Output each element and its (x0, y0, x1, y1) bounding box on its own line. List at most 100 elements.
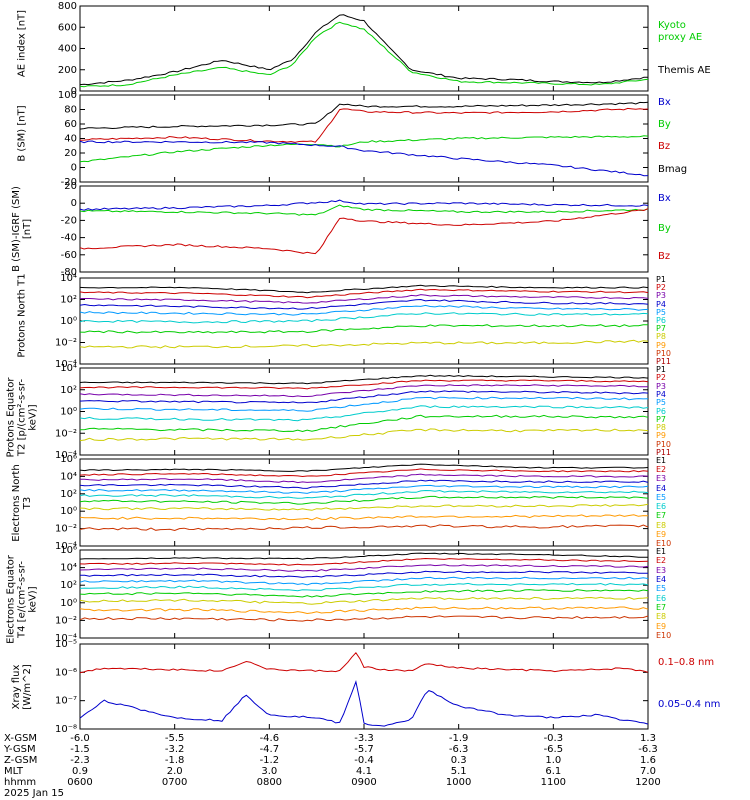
bsm-ytick-label: 40 (64, 134, 77, 145)
ee-legend-e5: E5 (656, 584, 667, 594)
footer-x-5: -0.3 (543, 733, 564, 744)
pn-series-p3 (79, 294, 649, 304)
ae-series-themis-ae (79, 14, 649, 86)
ee-ytick-label: 10⁴ (60, 563, 77, 574)
pn-series-p5 (79, 304, 649, 316)
pn-ytick-label: 10⁴ (60, 273, 77, 284)
pn-series-p1 (79, 284, 649, 294)
footer-row-label-0: X-GSM (4, 733, 38, 744)
pn-legend-p3: P3 (656, 291, 666, 301)
en-legend-e6: E6 (656, 502, 667, 512)
en-legend-e9: E9 (656, 529, 667, 539)
xray-ylabel: Xray flux [W/m^2] (11, 663, 33, 710)
ae-ytick-label: 800 (58, 1, 77, 12)
bsm-legend-2: Bz (658, 141, 671, 152)
pn-legend-p9: P9 (656, 340, 666, 350)
en-series-e8 (79, 503, 649, 511)
en-ylabel: Electrons North T3 (11, 463, 33, 542)
pn-series-p8 (79, 339, 649, 349)
footer-y-4: -6.3 (448, 744, 469, 755)
footer-hhmm-5: 1100 (540, 777, 567, 788)
pe-legend-p11: P11 (656, 448, 672, 457)
ae-legend-0: Kyoto (658, 20, 686, 31)
footer-z-3: -0.4 (354, 755, 374, 766)
en-ytick-label: 10⁻⁴ (55, 541, 77, 552)
footer-x-1: -5.5 (164, 733, 185, 744)
bsm-ytick-label: 100 (58, 90, 77, 101)
ee-legend-e7: E7 (656, 603, 667, 612)
bigrf-legend-1: By (658, 223, 671, 234)
en-legend-e1: E1 (656, 456, 667, 465)
pn-series-p6 (79, 312, 649, 324)
pn-legend-p10: P10 (656, 348, 672, 358)
ee-series-e4 (79, 570, 649, 578)
footer-row-label-5: 2025 Jan 15 (4, 788, 64, 799)
bigrf-legend-0: Bx (658, 193, 671, 204)
bigrf-series-by (79, 204, 649, 216)
pe-ytick-label: 10² (60, 385, 77, 396)
ee-series-e2 (79, 557, 649, 566)
pe-series-p8 (79, 428, 649, 442)
xray-ytick-label: 10⁻⁶ (55, 667, 77, 678)
en-series-e1 (79, 463, 649, 472)
footer-mlt-2: 3.0 (261, 766, 278, 777)
ee-ytick-label: 10⁻⁴ (55, 633, 77, 644)
ee-legend-e4: E4 (656, 575, 667, 584)
pe-series-p2 (79, 379, 649, 390)
footer-y-0: -1.5 (70, 744, 90, 755)
footer-y-2: -4.7 (259, 744, 280, 755)
pe-series-p3 (79, 384, 649, 398)
en-legend-e3: E3 (656, 474, 667, 484)
pe-ytick-label: 10⁻⁴ (55, 450, 77, 461)
bigrf-series-bx (79, 199, 649, 211)
footer-mlt-1: 2.0 (166, 766, 183, 777)
bigrf-ylabel: B (SM)-IGRF (SM) [nT] (11, 186, 33, 272)
pn-legend-p7: P7 (656, 324, 666, 334)
bigrf-ytick-label: -40 (61, 233, 77, 244)
ee-legend-e8: E8 (656, 612, 667, 622)
en-series-e6 (79, 489, 649, 499)
footer-row-label-4: hhmm (4, 777, 37, 788)
footer-x-2: -4.6 (259, 733, 280, 744)
pe-series-p1 (79, 374, 649, 385)
en-legend-e8: E8 (656, 520, 667, 530)
footer-row-label-3: MLT (4, 766, 23, 777)
footer-row-label-1: Y-GSM (4, 744, 36, 755)
pe-legend-p10: P10 (656, 439, 672, 449)
footer-z-2: -1.2 (259, 755, 280, 766)
footer-y-5: -6.5 (543, 744, 564, 755)
footer-mlt-6: 7.0 (640, 766, 656, 777)
ee-legend-e9: E9 (656, 621, 667, 631)
en-series-e5 (79, 484, 649, 494)
footer-hhmm-0: 0600 (67, 777, 93, 788)
bsm-series-bx (79, 140, 649, 177)
en-series-e9 (79, 514, 649, 521)
bsm-legend-1: By (658, 119, 671, 130)
footer-z-5: 1.0 (545, 755, 562, 766)
ae-ylabel: AE index [nT] (16, 9, 28, 77)
bsm-series-by (79, 135, 649, 163)
en-series-e2 (79, 468, 649, 478)
xray-ytick-label: 10⁻⁸ (55, 724, 77, 735)
pe-legend-p6: P6 (656, 406, 666, 416)
xray-ytick-label: 10⁻⁷ (55, 696, 77, 707)
pe-series-p6 (79, 405, 649, 422)
ae-legend-2: Themis AE (658, 65, 711, 76)
en-legend-e7: E7 (656, 511, 667, 521)
bsm-series-bz (79, 107, 649, 143)
footer-hhmm-6: 1200 (635, 777, 661, 788)
bsm-ytick-label: 80 (64, 105, 77, 116)
bigrf-ytick-label: -20 (61, 215, 77, 226)
footer-hhmm-2: 0800 (256, 777, 283, 788)
footer-y-6: -6.3 (638, 744, 658, 755)
pe-legend-p9: P9 (656, 431, 666, 441)
pn-frame (79, 277, 649, 365)
bigrf-ytick-label: -80 (61, 267, 77, 278)
pe-series-p7 (79, 414, 649, 433)
footer-y-3: -5.7 (354, 744, 374, 755)
bsm-ytick-label: -20 (61, 177, 77, 188)
ae-series-kyoto-proxy-ae (79, 21, 649, 88)
bsm-ytick-label: 20 (64, 148, 77, 159)
pe-legend-p2: P2 (656, 373, 666, 383)
